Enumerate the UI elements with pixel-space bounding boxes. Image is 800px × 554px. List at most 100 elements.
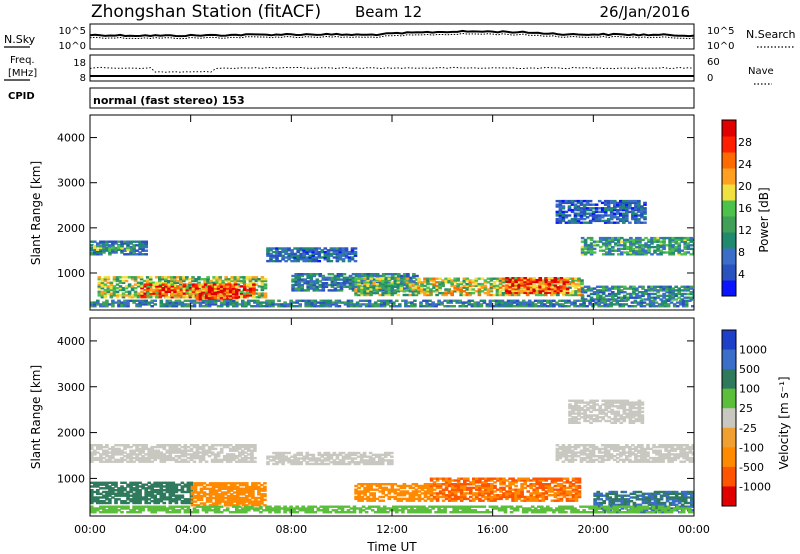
heatmap-cell bbox=[223, 485, 228, 489]
heatmap-cell bbox=[604, 236, 609, 240]
heatmap-cell bbox=[629, 247, 633, 251]
heatmap-cell bbox=[514, 291, 518, 294]
heatmap-cell bbox=[674, 242, 678, 245]
heatmap-cell bbox=[176, 281, 180, 284]
heatmap-cell bbox=[398, 303, 402, 306]
heatmap-cell bbox=[150, 451, 154, 454]
heatmap-cell bbox=[372, 278, 377, 281]
heatmap-cell bbox=[105, 498, 109, 501]
heatmap-cell bbox=[102, 251, 106, 254]
noise-left-tick-top: 10^5 bbox=[59, 26, 86, 37]
heatmap-cell bbox=[247, 453, 251, 456]
heatmap-cell bbox=[677, 251, 681, 254]
heatmap-cell bbox=[287, 254, 291, 257]
heatmap-cell bbox=[516, 281, 521, 284]
heatmap-cell bbox=[520, 291, 524, 294]
heatmap-cell bbox=[235, 447, 239, 451]
heatmap-cell bbox=[103, 290, 108, 293]
heatmap-cell bbox=[230, 279, 234, 283]
heatmap-cell bbox=[90, 453, 94, 456]
heatmap-cell bbox=[127, 285, 132, 288]
heatmap-cell bbox=[293, 457, 297, 460]
heatmap-cell bbox=[616, 201, 620, 205]
heatmap-cell bbox=[498, 293, 503, 297]
heatmap-cell bbox=[100, 287, 105, 290]
heatmap-cell bbox=[127, 283, 132, 286]
heatmap-cell bbox=[144, 303, 148, 306]
heatmap-cell bbox=[333, 280, 338, 283]
heatmap-cell bbox=[659, 285, 663, 288]
heatmap-cell bbox=[363, 492, 367, 495]
heatmap-cell bbox=[526, 282, 530, 285]
heatmap-cell bbox=[583, 244, 588, 247]
heatmap-cell bbox=[117, 444, 121, 447]
heatmap-cell bbox=[629, 236, 633, 240]
heatmap-cell bbox=[447, 291, 451, 295]
heatmap-cell bbox=[674, 292, 678, 296]
heatmap-cell bbox=[632, 291, 636, 294]
heatmap-cell bbox=[159, 460, 164, 463]
heatmap-cell bbox=[600, 210, 605, 214]
heatmap-cell bbox=[105, 492, 109, 495]
heatmap-cell bbox=[229, 502, 234, 505]
heatmap-cell bbox=[399, 494, 404, 497]
heatmap-cell bbox=[571, 277, 575, 280]
heatmap-cell bbox=[453, 495, 458, 499]
heatmap-cell bbox=[447, 497, 452, 501]
heatmap-cell bbox=[429, 486, 434, 490]
heatmap-cell bbox=[195, 447, 200, 451]
heatmap-cell bbox=[582, 301, 586, 304]
heatmap-cell bbox=[358, 299, 363, 302]
heatmap-cell bbox=[185, 285, 189, 288]
heatmap-cell bbox=[483, 284, 488, 288]
heatmap-cell bbox=[387, 277, 392, 280]
heatmap-cell bbox=[323, 453, 328, 457]
heatmap-cell bbox=[144, 492, 148, 495]
heatmap-cell bbox=[115, 279, 120, 283]
heatmap-cell bbox=[506, 301, 511, 304]
heatmap-cell bbox=[171, 483, 176, 486]
heatmap-cell bbox=[555, 205, 560, 208]
heatmap-cell bbox=[628, 205, 632, 208]
heatmap-cell bbox=[353, 247, 358, 250]
heatmap-cell bbox=[173, 276, 177, 279]
heatmap-cell bbox=[601, 249, 606, 252]
heatmap-cell bbox=[619, 217, 623, 221]
heatmap-cell bbox=[623, 291, 627, 294]
heatmap-cell bbox=[380, 459, 385, 462]
heatmap-cell bbox=[366, 290, 370, 293]
heatmap-cell bbox=[595, 244, 600, 247]
heatmap-cell bbox=[241, 451, 245, 454]
heatmap-cell bbox=[120, 453, 124, 456]
heatmap-cell bbox=[367, 303, 372, 306]
heatmap-cell bbox=[650, 238, 654, 242]
heatmap-cell bbox=[231, 303, 236, 306]
heatmap-cell bbox=[374, 453, 379, 457]
heatmap-cell bbox=[155, 288, 159, 292]
heatmap-cell bbox=[595, 285, 600, 288]
heatmap-cell bbox=[365, 461, 370, 464]
heatmap-cell bbox=[227, 278, 231, 281]
heatmap-cell bbox=[211, 482, 216, 485]
heatmap-cell bbox=[236, 504, 240, 507]
heatmap-cell bbox=[556, 279, 560, 282]
heatmap-cell bbox=[232, 496, 237, 500]
heatmap-cell bbox=[372, 495, 376, 499]
heatmap-cell bbox=[386, 303, 390, 306]
heatmap-cell bbox=[532, 280, 536, 284]
heatmap-cell bbox=[589, 249, 594, 252]
heatmap-cell bbox=[141, 303, 145, 306]
heatmap-cell bbox=[198, 445, 203, 449]
heatmap-cell bbox=[111, 445, 115, 449]
heatmap-cell bbox=[250, 445, 254, 449]
heatmap-cell bbox=[549, 303, 553, 306]
heatmap-cell bbox=[241, 460, 245, 463]
heatmap-cell bbox=[115, 296, 120, 299]
heatmap-cell bbox=[450, 284, 454, 288]
heatmap-cell bbox=[603, 219, 608, 223]
heatmap-cell bbox=[523, 278, 527, 282]
heatmap-cell bbox=[668, 249, 672, 252]
heatmap-cell bbox=[510, 291, 515, 295]
heatmap-cell bbox=[414, 488, 419, 491]
heatmap-cell bbox=[393, 277, 398, 280]
